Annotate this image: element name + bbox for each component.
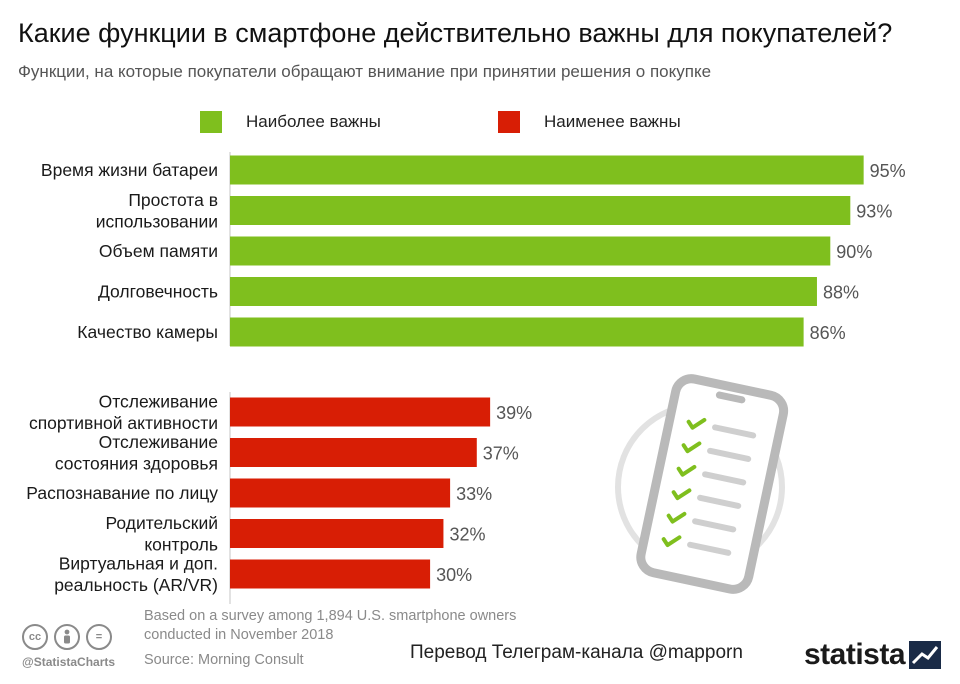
bar: [230, 317, 804, 347]
bar: [230, 397, 491, 427]
chart-subtitle: Функции, на которые покупатели обращают …: [18, 62, 712, 81]
checkmark-icon: [681, 441, 702, 454]
checkmark-icon: [676, 464, 697, 477]
checklist-line: [692, 518, 737, 533]
checklist-line: [697, 494, 742, 509]
category-label: Отслеживание состояния здоровья: [55, 432, 218, 474]
bar: [230, 559, 431, 589]
category-label: Родительский контроль: [106, 513, 219, 555]
bar: [230, 277, 817, 306]
category-label: Долговечность: [98, 282, 218, 302]
category-label: Качество камеры: [77, 322, 218, 342]
translation-credit: Перевод Телеграм-канала @mapporn: [410, 642, 743, 663]
category-label: Виртуальная и доп. реальность (AR/VR): [54, 553, 218, 595]
bar: [230, 478, 451, 508]
checklist-line: [707, 447, 752, 462]
category-label: Объем памяти: [99, 241, 218, 261]
checkmark-icon: [686, 417, 707, 430]
statista-handle[interactable]: @StatistaCharts: [22, 655, 116, 669]
bar: [230, 438, 477, 467]
value-label: 37%: [483, 444, 519, 464]
legend-label-most: Наиболее важны: [246, 112, 381, 131]
bar: [230, 519, 444, 548]
checkmark-icon: [666, 511, 687, 524]
value-label: 95%: [870, 161, 906, 181]
smartphone-checklist-icon: [615, 374, 789, 594]
checklist-line: [712, 424, 757, 439]
category-label: Распознавание по лицу: [26, 483, 218, 503]
legend-swatch-least: [498, 111, 520, 133]
bars-group: 95% Время жизни батареи 93% Простота в испол…: [26, 155, 906, 595]
value-label: 93%: [856, 202, 892, 222]
legend-item-most: Наиболее важны: [200, 109, 381, 135]
statista-logo[interactable]: statista: [804, 638, 942, 672]
legend-item-least: Наименее важны: [498, 109, 681, 135]
no-derivatives-icon[interactable]: =: [86, 624, 112, 650]
legend-swatch-most: [200, 111, 222, 133]
value-label: 90%: [836, 242, 872, 262]
legend-label-least: Наименее важны: [544, 112, 681, 131]
category-label: Отслеживание спортивной активности: [29, 391, 218, 433]
value-label: 32%: [449, 525, 485, 545]
chart-title: Какие функции в смартфоне действительно …: [18, 18, 893, 48]
survey-note: Based on a survey among 1,894 U.S. smart…: [144, 608, 517, 643]
bar: [230, 196, 851, 225]
attribution-icon[interactable]: [54, 624, 80, 650]
bar: [230, 236, 831, 266]
statista-logo-icon: [909, 641, 942, 669]
value-label: 33%: [456, 484, 492, 504]
checklist-line: [702, 471, 747, 486]
creative-commons-icon[interactable]: cc: [22, 624, 48, 650]
checklist-line: [687, 541, 732, 556]
checkmark-icon: [671, 488, 692, 501]
value-label: 86%: [810, 323, 846, 343]
category-label: Простота в использовании: [96, 190, 218, 232]
value-label: 39%: [496, 403, 532, 423]
checkmark-icon: [661, 535, 682, 548]
license-icons: cc =: [22, 624, 112, 650]
brand-name: statista: [804, 638, 906, 671]
value-label: 88%: [823, 283, 859, 303]
source-text: Source: Morning Consult: [144, 652, 304, 668]
bar: [230, 155, 864, 185]
category-label: Время жизни батареи: [41, 160, 218, 180]
value-label: 30%: [436, 565, 472, 585]
